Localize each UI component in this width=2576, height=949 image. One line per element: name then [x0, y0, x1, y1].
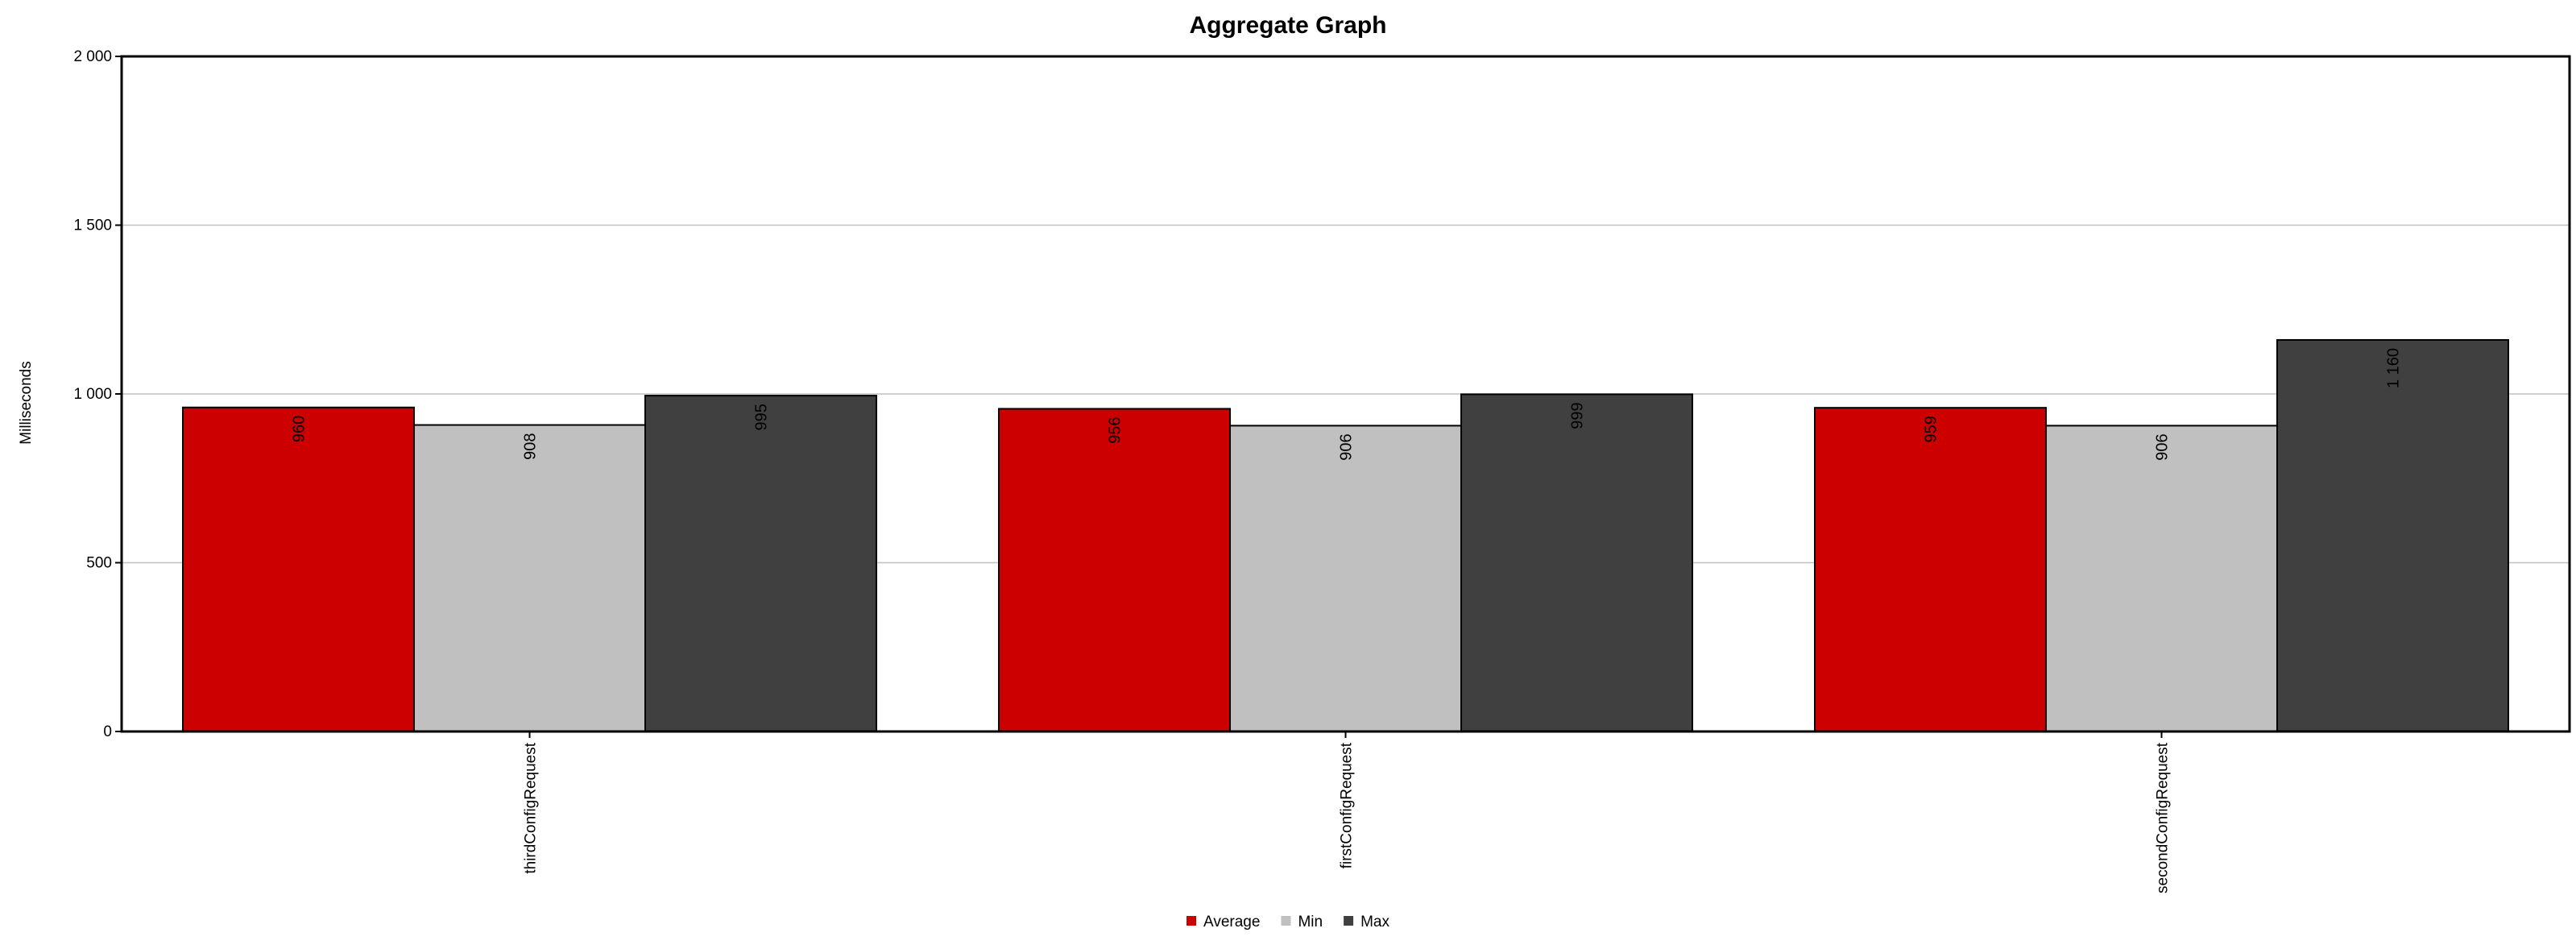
- chart-title: Aggregate Graph: [1189, 12, 1386, 39]
- legend-label-max: Max: [1360, 914, 1389, 930]
- legend-swatch-max: [1344, 916, 1354, 926]
- data-label: 906: [1338, 433, 1356, 460]
- legend-label-average: Average: [1203, 914, 1260, 930]
- y-axis-label: Milliseconds: [18, 361, 35, 444]
- bar-min-secondConfigRequest: [2045, 425, 2278, 732]
- data-label: 1 160: [2385, 348, 2403, 388]
- y-tick-label: 1 500: [73, 218, 112, 234]
- x-tick-label: firstConfigRequest: [1339, 742, 1356, 868]
- x-tick-label: secondConfigRequest: [2155, 742, 2172, 893]
- bar-average-secondConfigRequest: [1814, 407, 2047, 732]
- legend-label-min: Min: [1298, 914, 1323, 930]
- bar-average-firstConfigRequest: [998, 408, 1231, 732]
- bar-max-thirdConfigRequest: [644, 395, 877, 732]
- data-label: 908: [522, 433, 540, 460]
- bar-min-firstConfigRequest: [1229, 425, 1462, 732]
- y-tick-label: 500: [86, 555, 112, 572]
- legend-swatch-average: [1187, 916, 1197, 926]
- y-tick-label: 2 000: [73, 48, 112, 65]
- data-label: 999: [1569, 402, 1587, 429]
- bar-min-thirdConfigRequest: [413, 424, 646, 732]
- bar-max-firstConfigRequest: [1460, 393, 1693, 732]
- data-label: 956: [1107, 416, 1124, 443]
- bar-max-secondConfigRequest: [2276, 338, 2509, 732]
- data-label: 995: [753, 404, 771, 430]
- legend: Average Min Max: [1187, 914, 1389, 930]
- data-label: 906: [2154, 433, 2172, 460]
- legend-swatch-min: [1281, 916, 1291, 926]
- y-tick-label: 1 000: [73, 386, 112, 403]
- y-tick-label: 0: [103, 723, 112, 740]
- plot-area: 0 500 1 000 1 500 2 000 960 908 995 thirdConfigR…: [73, 48, 2571, 893]
- data-label: 960: [291, 416, 309, 442]
- x-tick-label: thirdConfigRequest: [523, 742, 540, 873]
- data-label: 959: [1923, 416, 1940, 442]
- bar-average-thirdConfigRequest: [182, 406, 415, 732]
- plot-border: [120, 55, 2571, 733]
